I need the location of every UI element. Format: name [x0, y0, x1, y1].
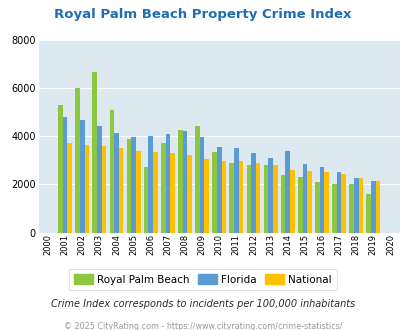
Bar — [268, 158, 272, 233]
Bar — [182, 131, 187, 233]
Bar — [246, 165, 251, 233]
Text: © 2025 CityRating.com - https://www.cityrating.com/crime-statistics/: © 2025 CityRating.com - https://www.city… — [64, 322, 341, 330]
Legend: Royal Palm Beach, Florida, National: Royal Palm Beach, Florida, National — [69, 269, 336, 290]
Bar — [75, 88, 80, 233]
Bar — [136, 150, 140, 233]
Bar — [131, 137, 136, 233]
Bar — [187, 155, 192, 233]
Bar — [272, 165, 277, 233]
Bar — [84, 145, 89, 233]
Bar — [366, 194, 370, 233]
Bar — [314, 182, 319, 233]
Bar — [358, 178, 362, 233]
Bar — [221, 161, 226, 233]
Bar — [80, 120, 84, 233]
Bar — [307, 171, 311, 233]
Bar — [160, 143, 165, 233]
Bar — [229, 163, 233, 233]
Text: Crime Index corresponds to incidents per 100,000 inhabitants: Crime Index corresponds to incidents per… — [51, 299, 354, 309]
Bar — [170, 153, 175, 233]
Bar — [126, 139, 131, 233]
Bar — [233, 148, 238, 233]
Bar — [212, 152, 216, 233]
Bar — [255, 163, 260, 233]
Bar — [97, 126, 101, 233]
Bar — [153, 152, 157, 233]
Bar — [263, 165, 268, 233]
Bar — [101, 146, 106, 233]
Bar — [114, 133, 119, 233]
Bar — [216, 147, 221, 233]
Bar — [165, 134, 170, 233]
Bar — [143, 168, 148, 233]
Bar — [302, 164, 307, 233]
Bar — [370, 181, 375, 233]
Bar — [353, 178, 358, 233]
Bar — [375, 181, 379, 233]
Text: Royal Palm Beach Property Crime Index: Royal Palm Beach Property Crime Index — [54, 8, 351, 21]
Bar — [204, 159, 209, 233]
Bar — [285, 150, 289, 233]
Bar — [67, 143, 72, 233]
Bar — [289, 170, 294, 233]
Bar — [319, 168, 324, 233]
Bar — [199, 137, 204, 233]
Bar — [178, 130, 182, 233]
Bar — [280, 175, 285, 233]
Bar — [341, 174, 345, 233]
Bar — [324, 172, 328, 233]
Bar — [148, 136, 153, 233]
Bar — [195, 126, 199, 233]
Bar — [58, 106, 63, 233]
Bar — [348, 184, 353, 233]
Bar — [297, 177, 302, 233]
Bar — [109, 110, 114, 233]
Bar — [92, 72, 97, 233]
Bar — [63, 117, 67, 233]
Bar — [238, 161, 243, 233]
Bar — [336, 172, 341, 233]
Bar — [119, 148, 123, 233]
Bar — [251, 153, 255, 233]
Bar — [331, 184, 336, 233]
